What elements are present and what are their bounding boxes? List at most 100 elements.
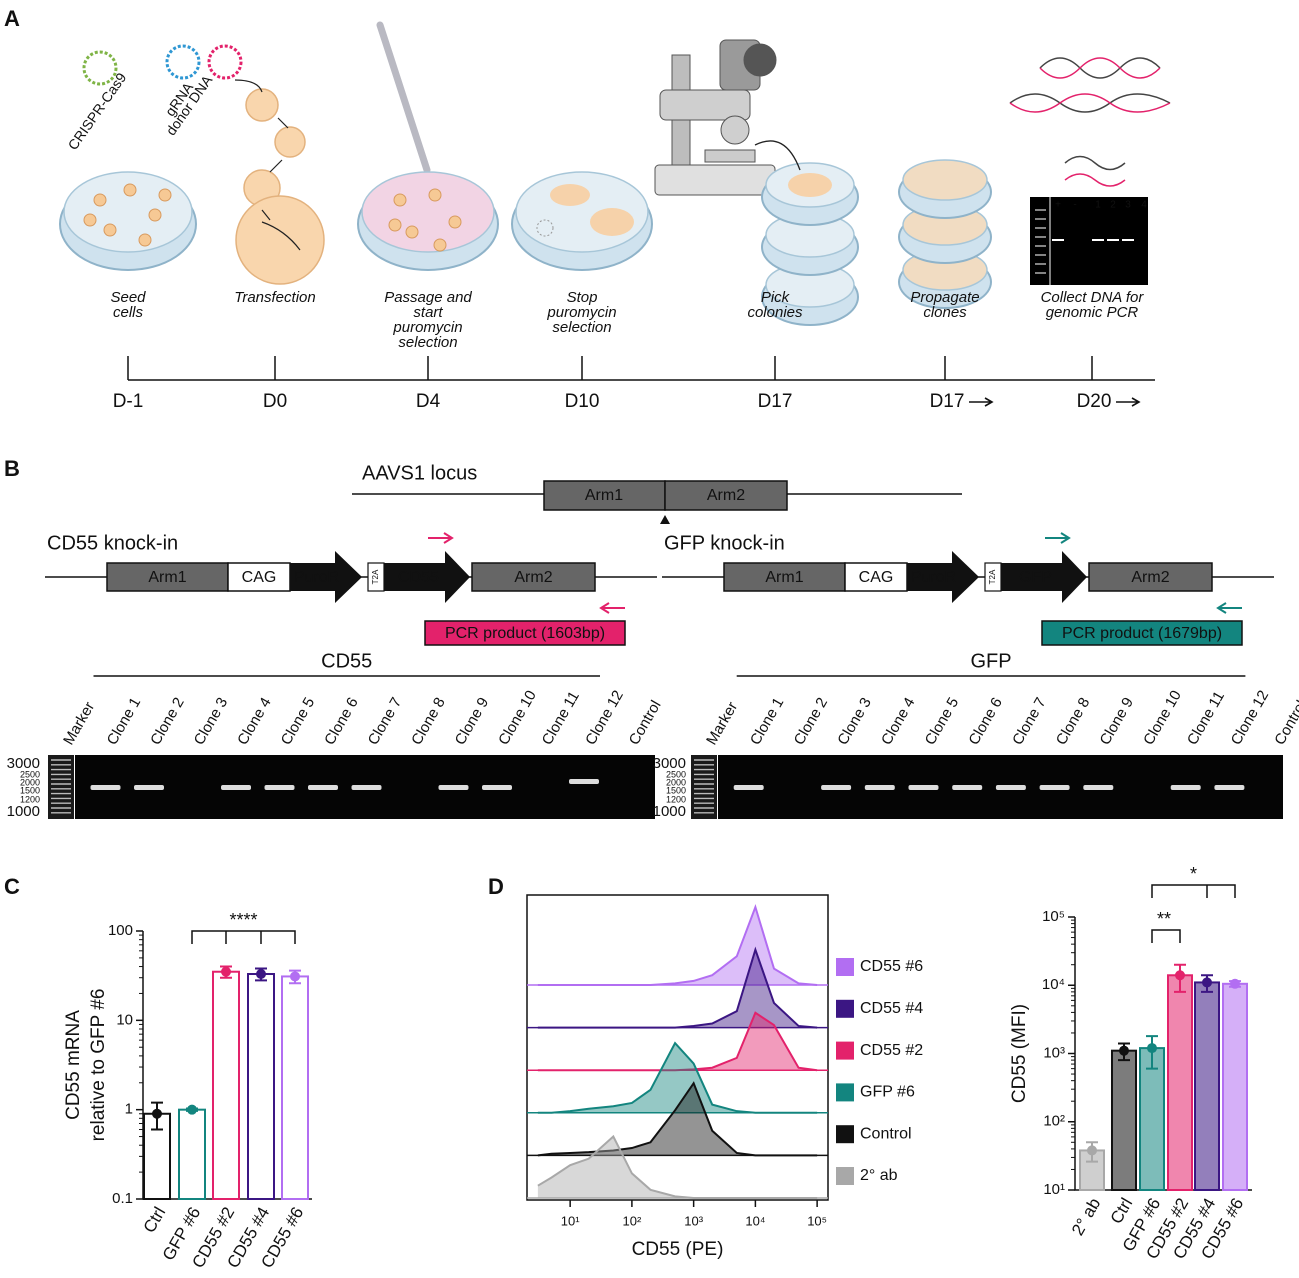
- primer-reverse: [1216, 602, 1242, 614]
- ladder-label: 1000: [7, 803, 40, 820]
- legend-swatch: [836, 999, 854, 1018]
- gel-band: [264, 785, 295, 790]
- day-arrow: [969, 397, 994, 407]
- gel-band: [569, 779, 599, 784]
- x-tick-label: Ctrl: [140, 1204, 170, 1236]
- arm-box: [471, 562, 596, 592]
- locus-arm: [664, 480, 788, 511]
- hist-fill: [537, 1012, 818, 1071]
- panel-label: C: [4, 874, 20, 899]
- colony: [550, 184, 590, 206]
- step-label: selection: [398, 334, 457, 351]
- ladder-label: 2000: [20, 777, 40, 787]
- legend-label: Control: [860, 1125, 912, 1142]
- locus-title: AAVS1 locus: [362, 462, 477, 484]
- arrow: [754, 140, 801, 171]
- lane-label: Clone 12: [582, 687, 627, 748]
- gel-band: [308, 785, 338, 790]
- ladder-label: 1200: [20, 794, 40, 804]
- day-label: D20: [1077, 391, 1112, 412]
- dead-cell: [536, 219, 554, 237]
- lane-label: Clone 12: [1228, 687, 1273, 748]
- hist-line: [537, 1011, 818, 1072]
- lane-label: Clone 4: [234, 695, 275, 748]
- gel-title: GFP: [970, 650, 1011, 672]
- part-label: CAG: [242, 569, 277, 586]
- hist-fill: [537, 949, 818, 1028]
- part-label: Arm2: [1131, 569, 1169, 586]
- lane-label: Clone 6: [965, 695, 1006, 748]
- gel-band: [995, 785, 1026, 790]
- colony: [590, 208, 634, 236]
- lane-label: Clone 2: [791, 695, 832, 748]
- lane-label: Clone 1: [104, 695, 145, 748]
- arm-label: Arm2: [707, 487, 745, 504]
- gel-band: [1214, 785, 1245, 790]
- cell: [245, 88, 279, 122]
- ladder-label: 2500: [666, 769, 686, 779]
- dish-medium: [902, 159, 988, 201]
- step-label: selection: [552, 319, 611, 336]
- day-label: D0: [263, 391, 287, 412]
- significance-bracket: [191, 930, 296, 944]
- gel-lane-label: -: [1073, 200, 1076, 211]
- legend-label: CD55 #4: [860, 1000, 923, 1017]
- arm-box: [723, 562, 846, 592]
- day-label: D17: [758, 391, 793, 412]
- legend-swatch: [836, 1125, 854, 1144]
- mean-point: [221, 966, 231, 977]
- gene-arrow: [290, 551, 362, 603]
- ladder-label: 3000: [7, 755, 40, 772]
- plasmid: [82, 50, 118, 86]
- cell: [93, 193, 107, 207]
- significance-bracket: [1151, 884, 1236, 898]
- reagent-label: CRISPR-Cas9: [65, 70, 130, 153]
- day-label: D17: [930, 391, 965, 412]
- gel-lane-label: 1: [1095, 200, 1101, 211]
- y-axis-label: CD55 (MFI): [1009, 1004, 1030, 1103]
- bar: [1222, 982, 1248, 1191]
- dish-medium: [361, 171, 495, 253]
- lane-label: Marker: [703, 699, 741, 748]
- day-label: D-1: [113, 391, 144, 412]
- lane-label: Clone 1: [747, 695, 788, 748]
- x-tick-label: 10⁴: [745, 1213, 765, 1228]
- legend-label: GFP #6: [860, 1084, 915, 1101]
- x-tick-label: 10²: [623, 1213, 642, 1228]
- cut-site: [660, 515, 670, 524]
- mean-point: [1087, 1145, 1097, 1156]
- y-tick-label: 10¹: [1043, 1181, 1065, 1198]
- mean-point: [256, 969, 266, 980]
- y-tick-label: 1: [125, 1101, 133, 1118]
- day-label: D10: [565, 391, 600, 412]
- cell: [83, 213, 97, 227]
- ladder-label: 2000: [666, 777, 686, 787]
- significance-label: ****: [229, 910, 257, 930]
- promoter-box: [227, 562, 291, 592]
- part-label: GFP: [1019, 569, 1052, 586]
- step-label: colonies: [747, 304, 803, 321]
- step-label: genomic PCR: [1046, 304, 1139, 321]
- ladder-label: 1000: [653, 803, 686, 820]
- gene-arrow: [907, 551, 979, 603]
- x-tick-label: 10³: [684, 1213, 703, 1228]
- gel-band: [221, 785, 251, 790]
- step-label: puromycin: [546, 304, 616, 321]
- step-label: start: [413, 304, 443, 321]
- gene-arrow: [1001, 551, 1087, 603]
- gel-band: [1083, 785, 1114, 790]
- cell: [428, 188, 442, 202]
- mean-point: [1202, 977, 1212, 988]
- panel-label: A: [4, 6, 20, 31]
- lane-label: Clone 7: [1009, 695, 1050, 748]
- legend-swatch: [836, 1083, 854, 1102]
- primer-forward: [428, 532, 454, 544]
- y-tick-label: 10²: [1043, 1113, 1065, 1130]
- lane-label: Clone 5: [278, 695, 319, 748]
- lane-label: Clone 7: [365, 695, 406, 748]
- lane-label: Marker: [60, 699, 98, 748]
- cell: [433, 238, 447, 252]
- step-label: Seed: [110, 289, 146, 306]
- bar: [1167, 974, 1193, 1191]
- lane-label: Clone 8: [1053, 695, 1094, 748]
